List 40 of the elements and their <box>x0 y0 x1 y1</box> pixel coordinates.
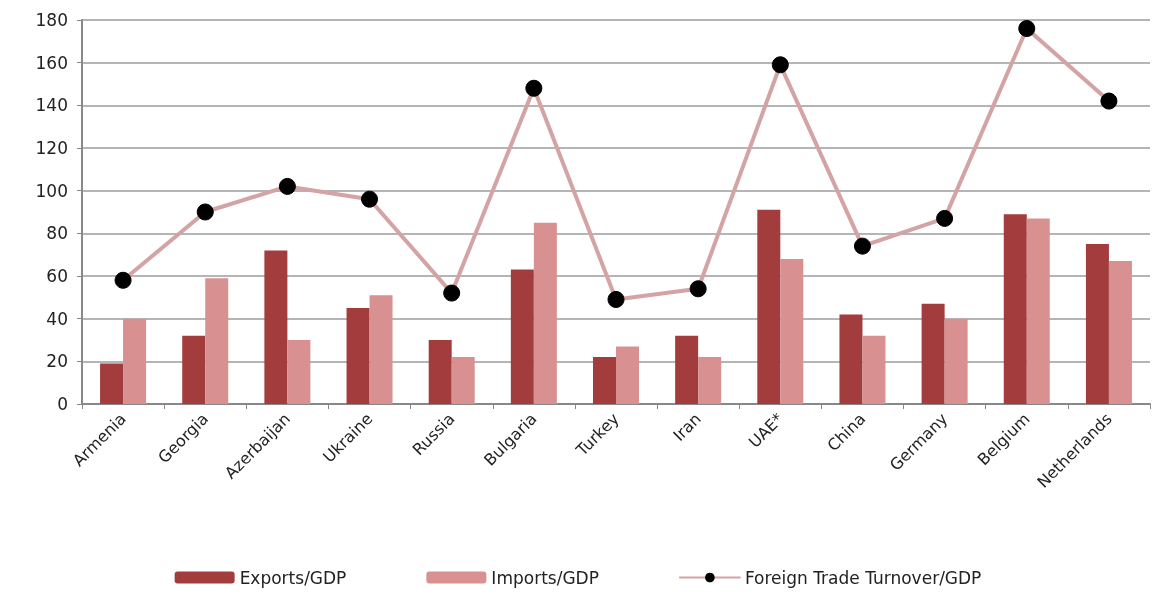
bar <box>1026 218 1050 404</box>
y-tick-label: 0 <box>57 394 68 414</box>
y-tick-label: 120 <box>35 138 68 158</box>
bar <box>182 335 206 404</box>
y-tick-label: 60 <box>46 266 68 286</box>
legend-label: Exports/GDP <box>239 567 347 588</box>
bar <box>839 314 863 404</box>
bar <box>205 278 229 404</box>
bar <box>616 346 639 404</box>
bar <box>369 295 393 404</box>
bar <box>451 357 475 404</box>
legend-label: Imports/GDP <box>491 567 599 588</box>
bar <box>287 340 311 404</box>
bar <box>698 357 722 404</box>
y-tick-label: 80 <box>46 223 68 244</box>
bar <box>757 209 781 404</box>
y-tick-label: 20 <box>46 351 68 372</box>
bar <box>100 363 124 404</box>
y-tick-label: 140 <box>35 95 68 116</box>
legend-label: Foreign Trade Turnover/GDP <box>744 567 982 588</box>
bar <box>264 250 288 404</box>
bar <box>593 357 616 404</box>
bar <box>944 318 968 404</box>
bar <box>346 308 370 404</box>
bar <box>510 269 534 404</box>
y-tick-label: 180 <box>35 10 68 30</box>
y-tick-label: 160 <box>35 52 68 73</box>
x-tick-label: Iran <box>669 409 705 445</box>
bar <box>1108 261 1132 404</box>
bar <box>533 222 557 404</box>
bar <box>921 303 945 404</box>
bar <box>675 335 699 404</box>
bar <box>1003 214 1027 404</box>
bar <box>862 335 886 404</box>
bar <box>1085 244 1109 404</box>
bar <box>780 258 804 404</box>
y-tick-label: 100 <box>35 180 68 201</box>
bar <box>428 340 452 404</box>
bar <box>123 318 147 404</box>
y-tick-label: 40 <box>46 308 68 329</box>
